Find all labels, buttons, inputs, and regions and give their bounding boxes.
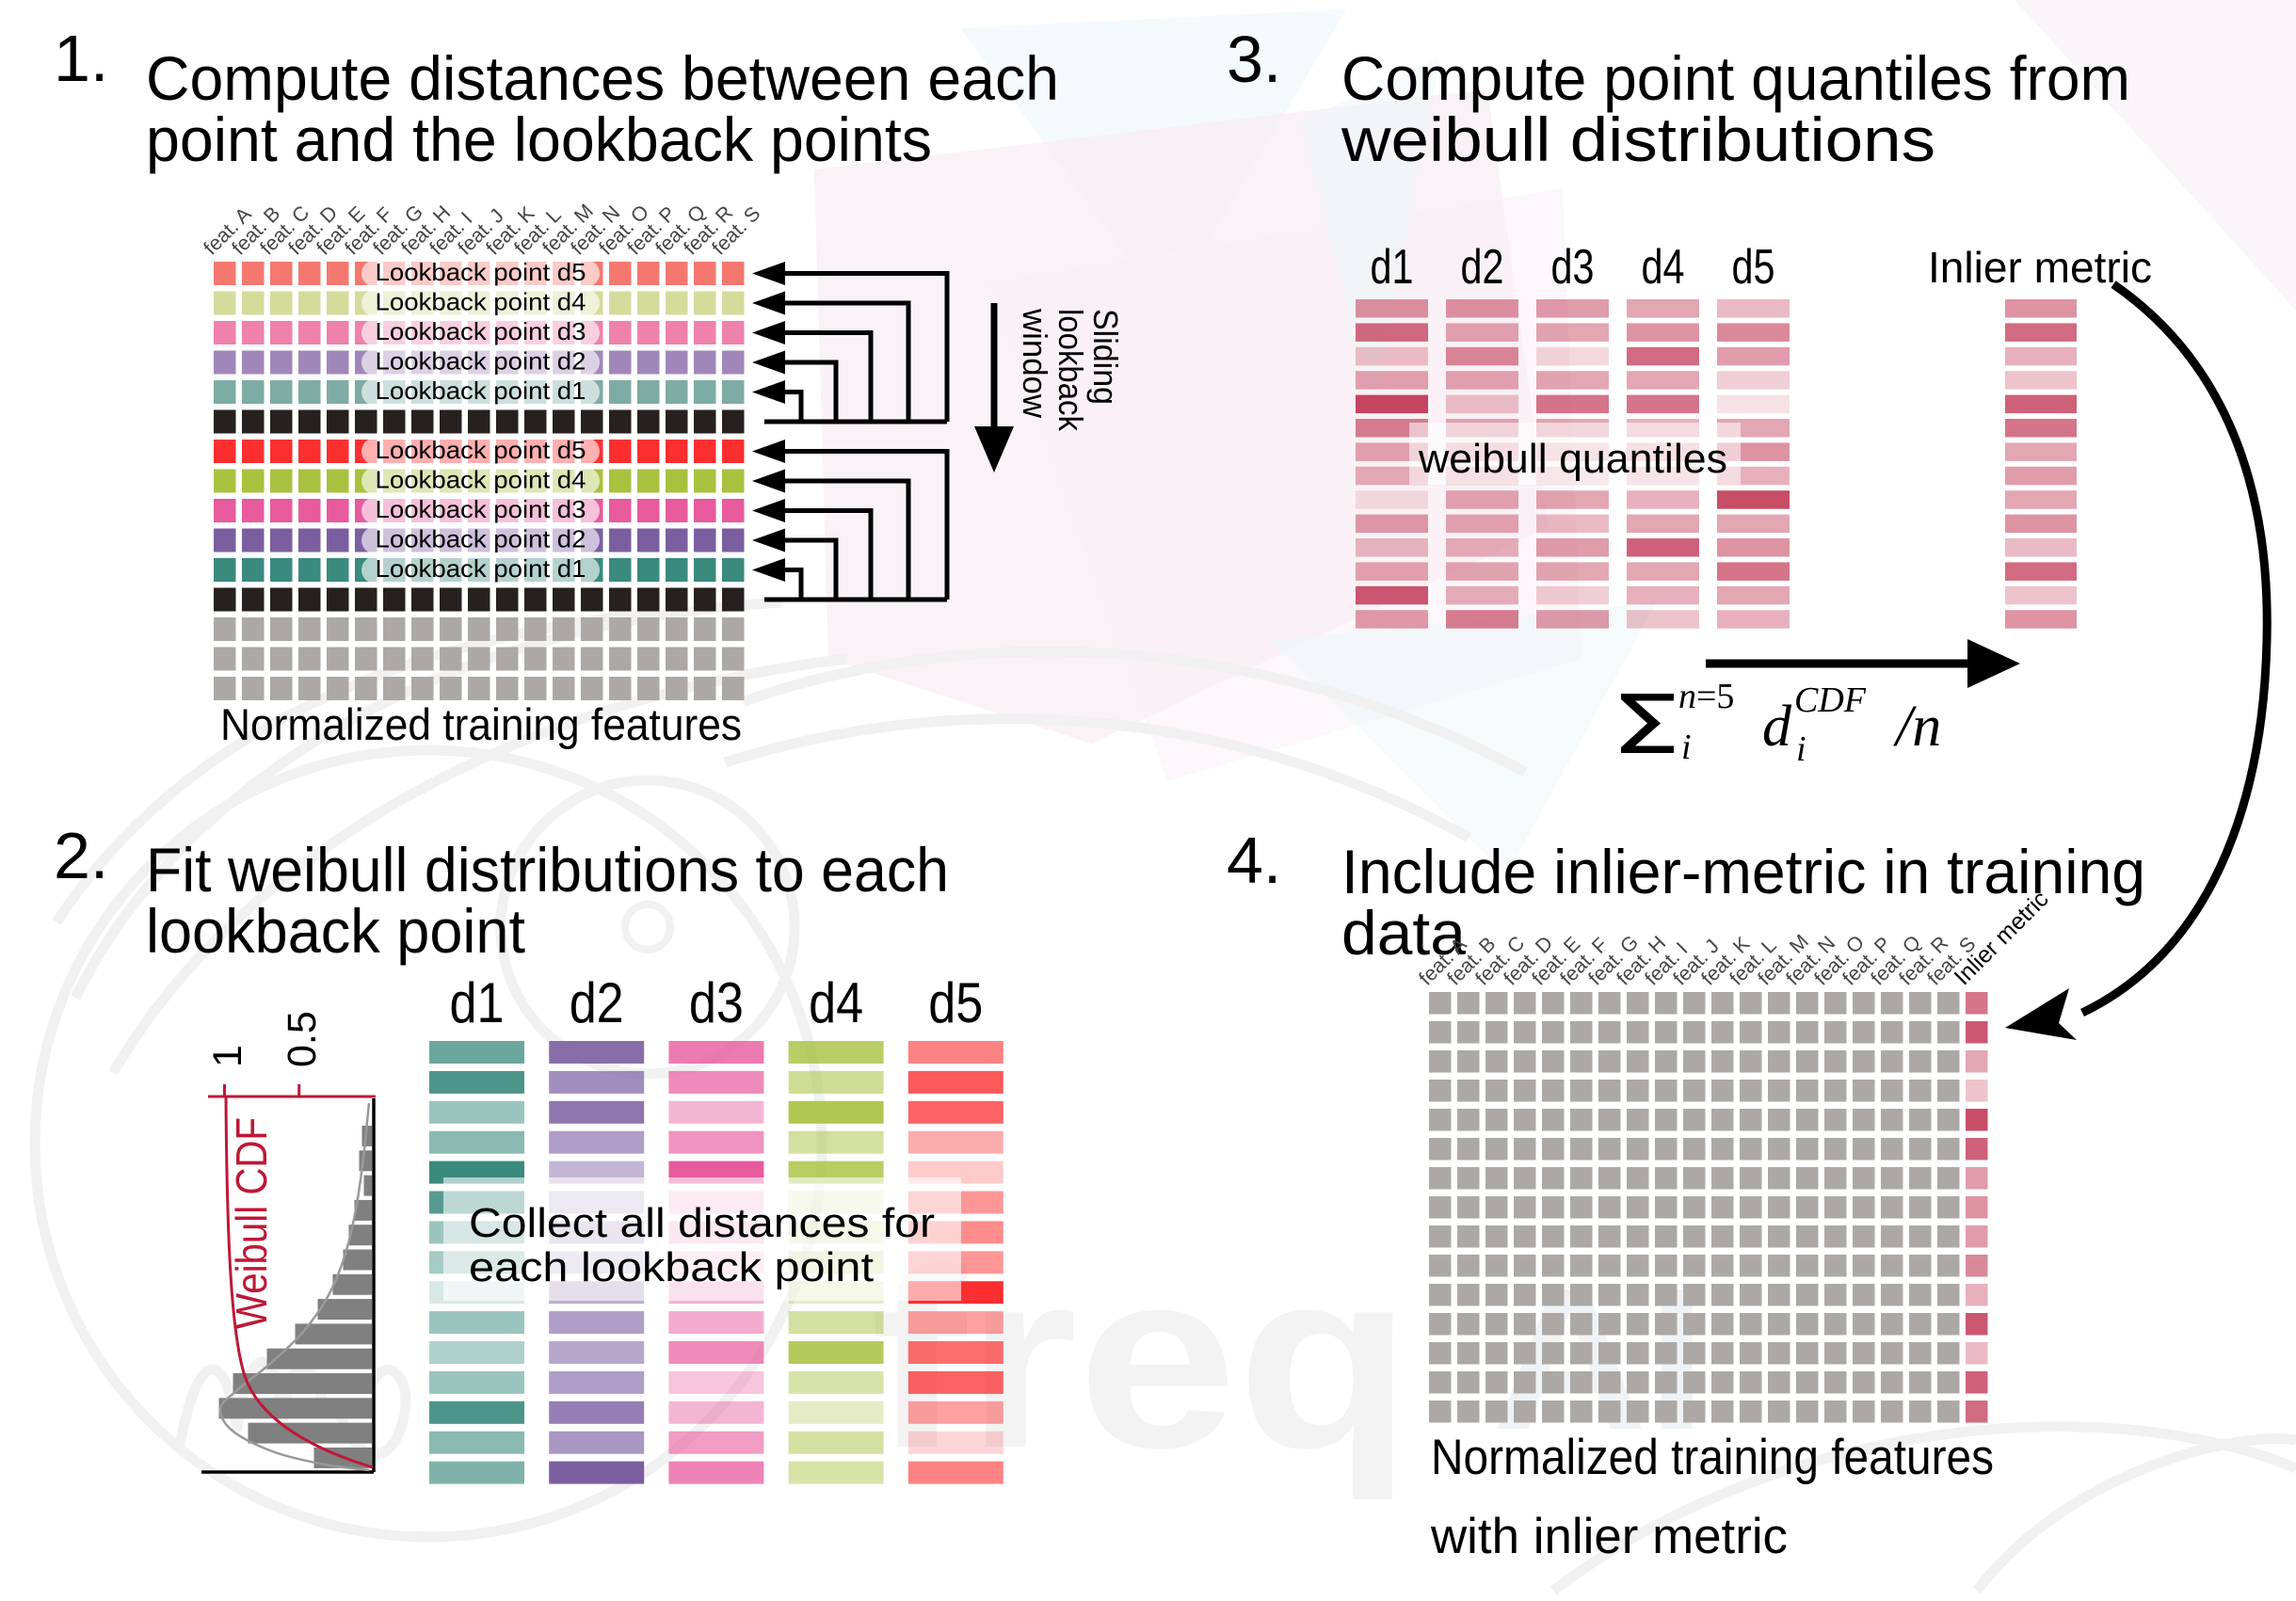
svg-text:Lookback point d1: Lookback point d1 [376, 554, 586, 583]
svg-text:d2: d2 [1461, 240, 1504, 295]
svg-text:Lookback point d2: Lookback point d2 [376, 525, 586, 553]
svg-text:each lookback point: each lookback point [469, 1244, 874, 1290]
svg-text:d2: d2 [570, 971, 624, 1034]
svg-text:d3: d3 [1551, 240, 1595, 295]
svg-text:CDF: CDF [1794, 680, 1867, 720]
svg-text:Lookback point d4: Lookback point d4 [376, 288, 586, 316]
svg-text:d4: d4 [1642, 240, 1685, 295]
svg-text:d1: d1 [1371, 240, 1414, 295]
svg-text:1: 1 [205, 1045, 250, 1067]
svg-text:Lookback point d5: Lookback point d5 [376, 258, 586, 286]
svg-text:Normalized training features: Normalized training features [220, 699, 742, 749]
svg-text:d3: d3 [689, 971, 744, 1034]
svg-text:Weibull CDF: Weibull CDF [227, 1117, 276, 1329]
svg-text:d5: d5 [928, 971, 983, 1034]
svg-text:Lookback point d3: Lookback point d3 [376, 317, 586, 345]
svg-text:Sliding: Sliding [1086, 309, 1125, 405]
svg-text:lookback point: lookback point [146, 896, 525, 966]
svg-text:Normalized training features: Normalized training features [1431, 1430, 1994, 1485]
svg-text:3.: 3. [1227, 23, 1281, 96]
svg-text:0.5: 0.5 [280, 1011, 325, 1067]
svg-text:Fit weibull distributions to e: Fit weibull distributions to each [146, 835, 949, 905]
svg-text:point and the lookback points: point and the lookback points [146, 104, 932, 174]
svg-text:window: window [1016, 308, 1054, 419]
svg-text:data: data [1341, 898, 1466, 968]
svg-text:d: d [1762, 695, 1792, 759]
svg-text:Lookback point d4: Lookback point d4 [376, 466, 586, 494]
svg-text:Compute point quantiles from: Compute point quantiles from [1341, 43, 2130, 113]
svg-text:d4: d4 [809, 971, 863, 1034]
svg-text:d1: d1 [450, 971, 505, 1034]
svg-text:Lookback point d5: Lookback point d5 [376, 436, 586, 464]
svg-text:4.: 4. [1227, 824, 1281, 897]
svg-text:Compute distances between each: Compute distances between each [146, 43, 1059, 113]
svg-text:n=5: n=5 [1678, 677, 1734, 716]
svg-text:1.: 1. [54, 22, 108, 95]
svg-text:Lookback point d3: Lookback point d3 [376, 495, 586, 523]
svg-text:/n: /n [1893, 695, 1941, 759]
svg-text:weibull distributions: weibull distributions [1341, 104, 1935, 174]
svg-text:2.: 2. [54, 819, 108, 892]
svg-text:Lookback point d1: Lookback point d1 [376, 376, 586, 405]
svg-text:d5: d5 [1732, 240, 1775, 295]
svg-text:with inlier metric: with inlier metric [1430, 1509, 1788, 1564]
svg-text:weibull quantiles: weibull quantiles [1418, 436, 1727, 482]
svg-text:Lookback point d2: Lookback point d2 [376, 347, 586, 376]
svg-text:Include inlier-metric in train: Include inlier-metric in training [1341, 837, 2145, 906]
svg-text:Collect all distances for: Collect all distances for [469, 1200, 935, 1246]
svg-text:i: i [1796, 729, 1806, 769]
svg-text:i: i [1681, 728, 1692, 767]
svg-text:lookback: lookback [1052, 309, 1090, 432]
